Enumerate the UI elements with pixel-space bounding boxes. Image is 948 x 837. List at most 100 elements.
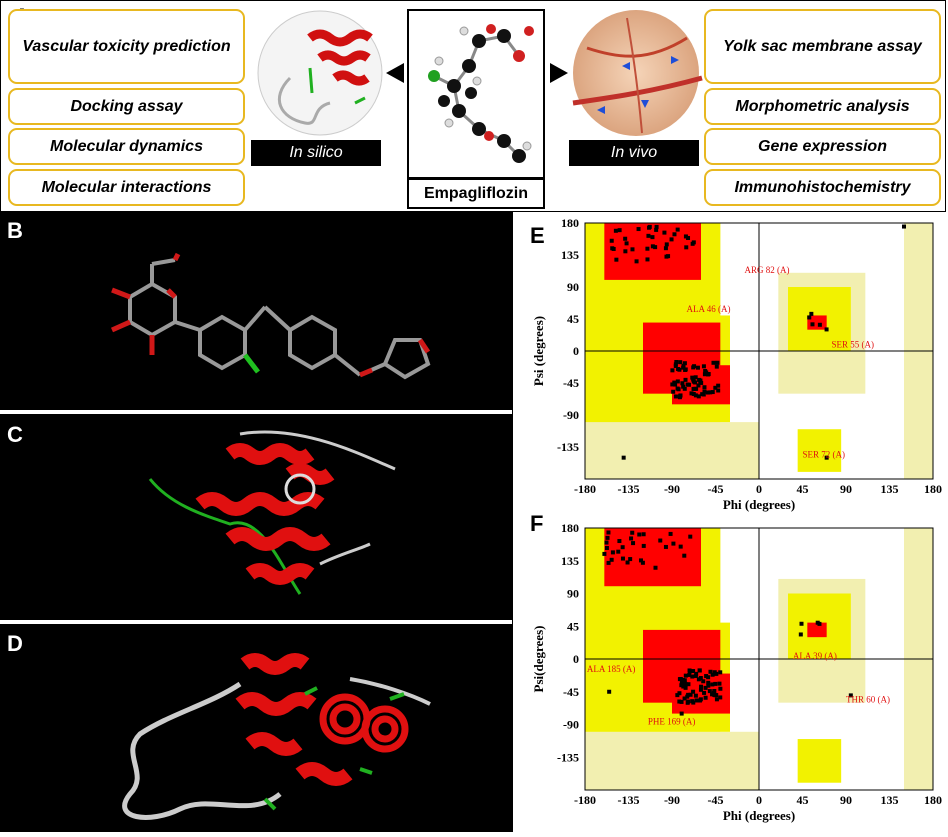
residue-point bbox=[679, 683, 684, 688]
panel-label-d: D bbox=[7, 631, 23, 656]
residue-point bbox=[690, 674, 695, 679]
residue-point bbox=[650, 244, 655, 249]
x-tick-label: 45 bbox=[797, 482, 809, 496]
residue-point bbox=[623, 249, 628, 254]
residue-point bbox=[718, 695, 723, 700]
y-tick-label: 135 bbox=[561, 248, 579, 262]
y-axis-label: Psi (degrees) bbox=[531, 316, 546, 386]
residue-point bbox=[703, 685, 708, 690]
plot-frame bbox=[584, 222, 934, 480]
residue-point bbox=[703, 695, 708, 700]
residue-point bbox=[688, 692, 693, 697]
core-region bbox=[604, 528, 701, 587]
residue-point bbox=[666, 254, 671, 259]
residue-point bbox=[693, 693, 698, 698]
residue-point bbox=[693, 673, 698, 678]
residue-point bbox=[705, 390, 710, 395]
residue-point bbox=[694, 671, 699, 676]
residue-point bbox=[824, 327, 829, 332]
x-tick-label: 45 bbox=[797, 793, 809, 807]
arrow-right-icon bbox=[550, 63, 568, 83]
residue-point bbox=[675, 693, 680, 698]
residue-point bbox=[902, 224, 906, 229]
residue-point bbox=[710, 672, 715, 677]
residue-point bbox=[696, 383, 701, 388]
residue-point bbox=[686, 682, 691, 687]
residue-point bbox=[704, 674, 709, 679]
residue-annotation: ALA 39 (A) bbox=[793, 651, 837, 661]
residue-point bbox=[702, 389, 707, 394]
residue-point bbox=[711, 691, 716, 696]
residue-point bbox=[609, 238, 614, 243]
y-tick-label: 0 bbox=[573, 344, 579, 358]
residue-point bbox=[712, 670, 717, 675]
residue-point bbox=[621, 455, 626, 460]
panel-c-protein-image bbox=[0, 414, 512, 620]
residue-point bbox=[707, 689, 712, 694]
y-axis-label: Psi(degrees) bbox=[531, 626, 546, 693]
residue-point bbox=[668, 531, 673, 536]
residue-point bbox=[718, 686, 723, 691]
residue-point bbox=[602, 551, 607, 556]
residue-point bbox=[714, 693, 719, 698]
residue-point bbox=[646, 233, 651, 238]
residue-point bbox=[824, 455, 829, 460]
yolk-sac-assay-box: Yolk sac membrane assay bbox=[704, 9, 941, 84]
vascular-toxicity-box: Vascular toxicity prediction bbox=[8, 9, 245, 84]
residue-point bbox=[658, 538, 663, 543]
panel-label-f: F bbox=[530, 511, 544, 536]
residue-point bbox=[718, 670, 723, 675]
residue-point bbox=[690, 241, 695, 246]
morphometric-analysis-box: Morphometric analysis bbox=[704, 88, 941, 125]
arrow-left-icon bbox=[386, 63, 404, 83]
residue-annotation: ALA 185 (A) bbox=[587, 664, 636, 674]
residue-point bbox=[677, 395, 682, 400]
x-tick-label: -135 bbox=[618, 793, 640, 807]
residue-point bbox=[691, 689, 696, 694]
x-tick-label: -45 bbox=[708, 793, 724, 807]
in-silico-label: In silico bbox=[251, 140, 381, 166]
residue-point bbox=[693, 393, 698, 398]
residue-point bbox=[677, 691, 682, 696]
ball-and-stick-model bbox=[428, 24, 534, 163]
residue-point bbox=[683, 673, 688, 678]
y-tick-label: -90 bbox=[563, 408, 579, 422]
y-tick-label: 135 bbox=[561, 554, 579, 568]
residue-point bbox=[684, 245, 689, 250]
residue-point bbox=[654, 227, 659, 232]
residue-point bbox=[714, 697, 719, 702]
y-tick-label: 90 bbox=[567, 587, 579, 601]
residue-point bbox=[620, 545, 625, 550]
residue-point bbox=[693, 380, 698, 385]
panel-b-ligand-image bbox=[0, 212, 512, 410]
x-tick-label: -90 bbox=[664, 482, 680, 496]
residue-point bbox=[625, 560, 630, 565]
molecular-interactions-box: Molecular interactions bbox=[8, 169, 245, 206]
panel-label-b: B bbox=[7, 218, 23, 243]
residue-point bbox=[677, 699, 682, 704]
residue-annotation: ARG 82 (A) bbox=[745, 265, 790, 275]
residue-point bbox=[698, 676, 703, 681]
docking-assay-box: Docking assay bbox=[8, 88, 245, 125]
residue-point bbox=[671, 389, 676, 394]
residue-point bbox=[807, 315, 812, 320]
x-tick-label: -90 bbox=[664, 793, 680, 807]
residue-point bbox=[673, 394, 678, 399]
residue-point bbox=[613, 228, 618, 233]
y-tick-label: -135 bbox=[557, 440, 579, 454]
residue-point bbox=[683, 234, 688, 239]
residue-point bbox=[672, 232, 677, 237]
residue-point bbox=[815, 620, 820, 625]
residue-point bbox=[617, 539, 622, 544]
residue-point bbox=[683, 367, 688, 372]
residue-point bbox=[653, 565, 658, 570]
residue-point bbox=[617, 228, 622, 233]
core-region bbox=[604, 223, 701, 280]
residue-point bbox=[714, 364, 719, 369]
residue-point bbox=[682, 678, 687, 683]
residue-point bbox=[641, 543, 646, 548]
residue-point bbox=[695, 365, 700, 370]
residue-point bbox=[675, 227, 680, 232]
x-tick-label: 135 bbox=[881, 793, 899, 807]
y-tick-label: 45 bbox=[567, 312, 579, 326]
